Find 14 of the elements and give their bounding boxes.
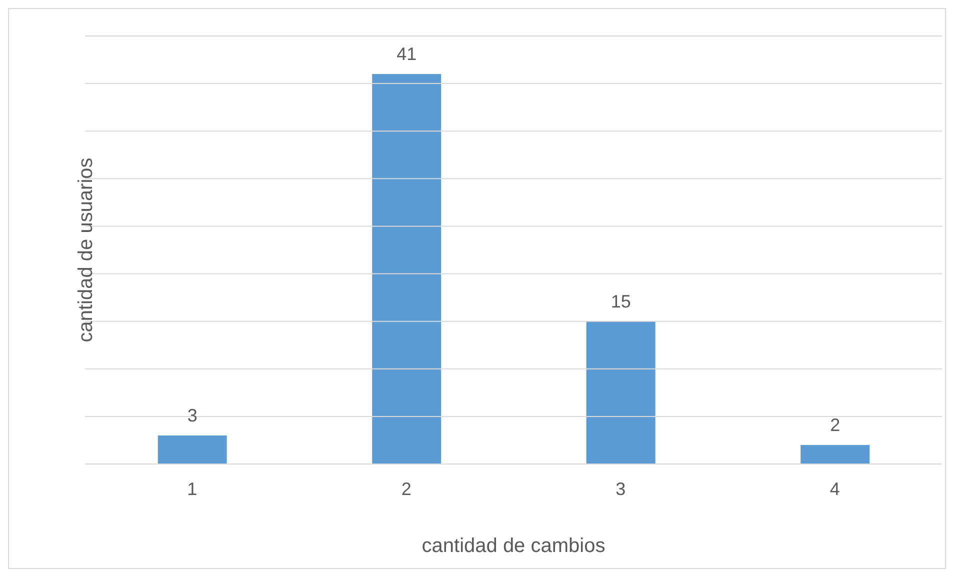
data-label: 3 [187,405,198,426]
x-tick-label: 1 [187,478,198,499]
data-label: 2 [830,414,840,435]
bar [158,435,227,464]
x-tick-label: 3 [616,478,626,499]
x-tick-label: 2 [401,478,412,499]
y-axis-title: cantidad de usuarios [75,158,98,342]
data-label: 15 [610,291,631,312]
bar [372,74,442,464]
bar [586,321,656,464]
x-tick-label: 4 [830,478,840,499]
x-axis-title: cantidad de cambios [422,535,606,557]
data-label: 41 [396,44,417,64]
bar [800,444,870,464]
